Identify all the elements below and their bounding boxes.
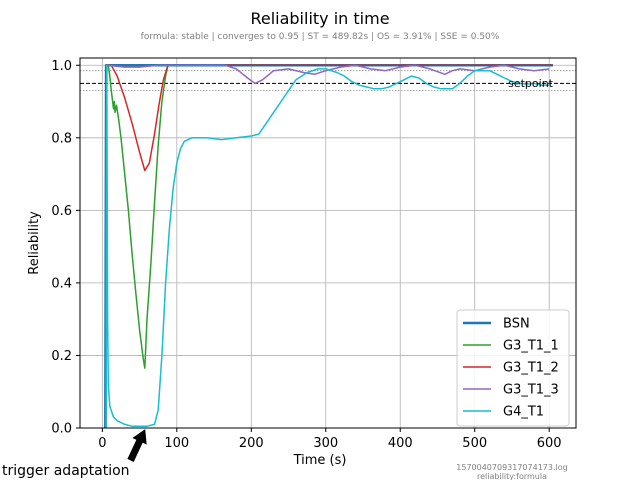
x-tick-label: 100: [164, 436, 189, 451]
setpoint-lines: [80, 70, 576, 92]
chart-subtitle: formula: stable | converges to 0.95 | ST…: [141, 32, 500, 42]
setpoint-label: setpoint: [508, 77, 554, 90]
legend-label: G4_T1: [503, 405, 544, 420]
y-axis-label: Reliability: [27, 211, 42, 275]
legend-label: G3_T1_1: [503, 339, 559, 354]
legend-label: G3_T1_3: [503, 383, 559, 398]
annotation-arrow-icon: [127, 429, 147, 462]
x-tick-label: 300: [313, 436, 338, 451]
series-line-g4-t1: [105, 64, 550, 429]
y-tick-label: 1.0: [51, 59, 72, 74]
y-tick-label: 0.2: [51, 349, 72, 364]
footer-log-name: 1570040709317074173.log: [456, 463, 567, 472]
series-line-g3-t1-1: [105, 64, 553, 429]
y-tick-label: 0.6: [51, 204, 72, 219]
x-tick-label: 0: [98, 436, 106, 451]
x-tick-label: 200: [239, 436, 264, 451]
x-tick-label: 500: [462, 436, 487, 451]
legend-label: BSN: [503, 317, 530, 332]
annotation-text: trigger adaptation: [2, 463, 130, 479]
footer-formula: reliability:formula: [477, 472, 547, 480]
legend-label: G3_T1_2: [503, 361, 559, 376]
x-tick-label: 400: [388, 436, 413, 451]
y-tick-label: 0.8: [51, 131, 72, 146]
trigger-annotation: trigger adaptation: [2, 429, 147, 479]
y-tick-label: 0.4: [51, 276, 72, 291]
series-lines: [104, 64, 553, 429]
axis-ticks: 0 100 200 300 400 500 600 0.0 0.2 0.4 0.6 0.8 1.0: [51, 59, 561, 451]
y-tick-label: 0.0: [51, 422, 72, 437]
series-line-g3-t1-2: [105, 64, 553, 429]
plot-frame: [79, 57, 577, 429]
chart-title: Reliability in time: [250, 9, 389, 28]
x-tick-label: 600: [537, 436, 562, 451]
legend: BSN G3_T1_1 G3_T1_2 G3_T1_3 G4_T1: [456, 309, 570, 427]
x-axis-label: Time (s): [293, 453, 347, 468]
legend-box: [456, 309, 570, 427]
